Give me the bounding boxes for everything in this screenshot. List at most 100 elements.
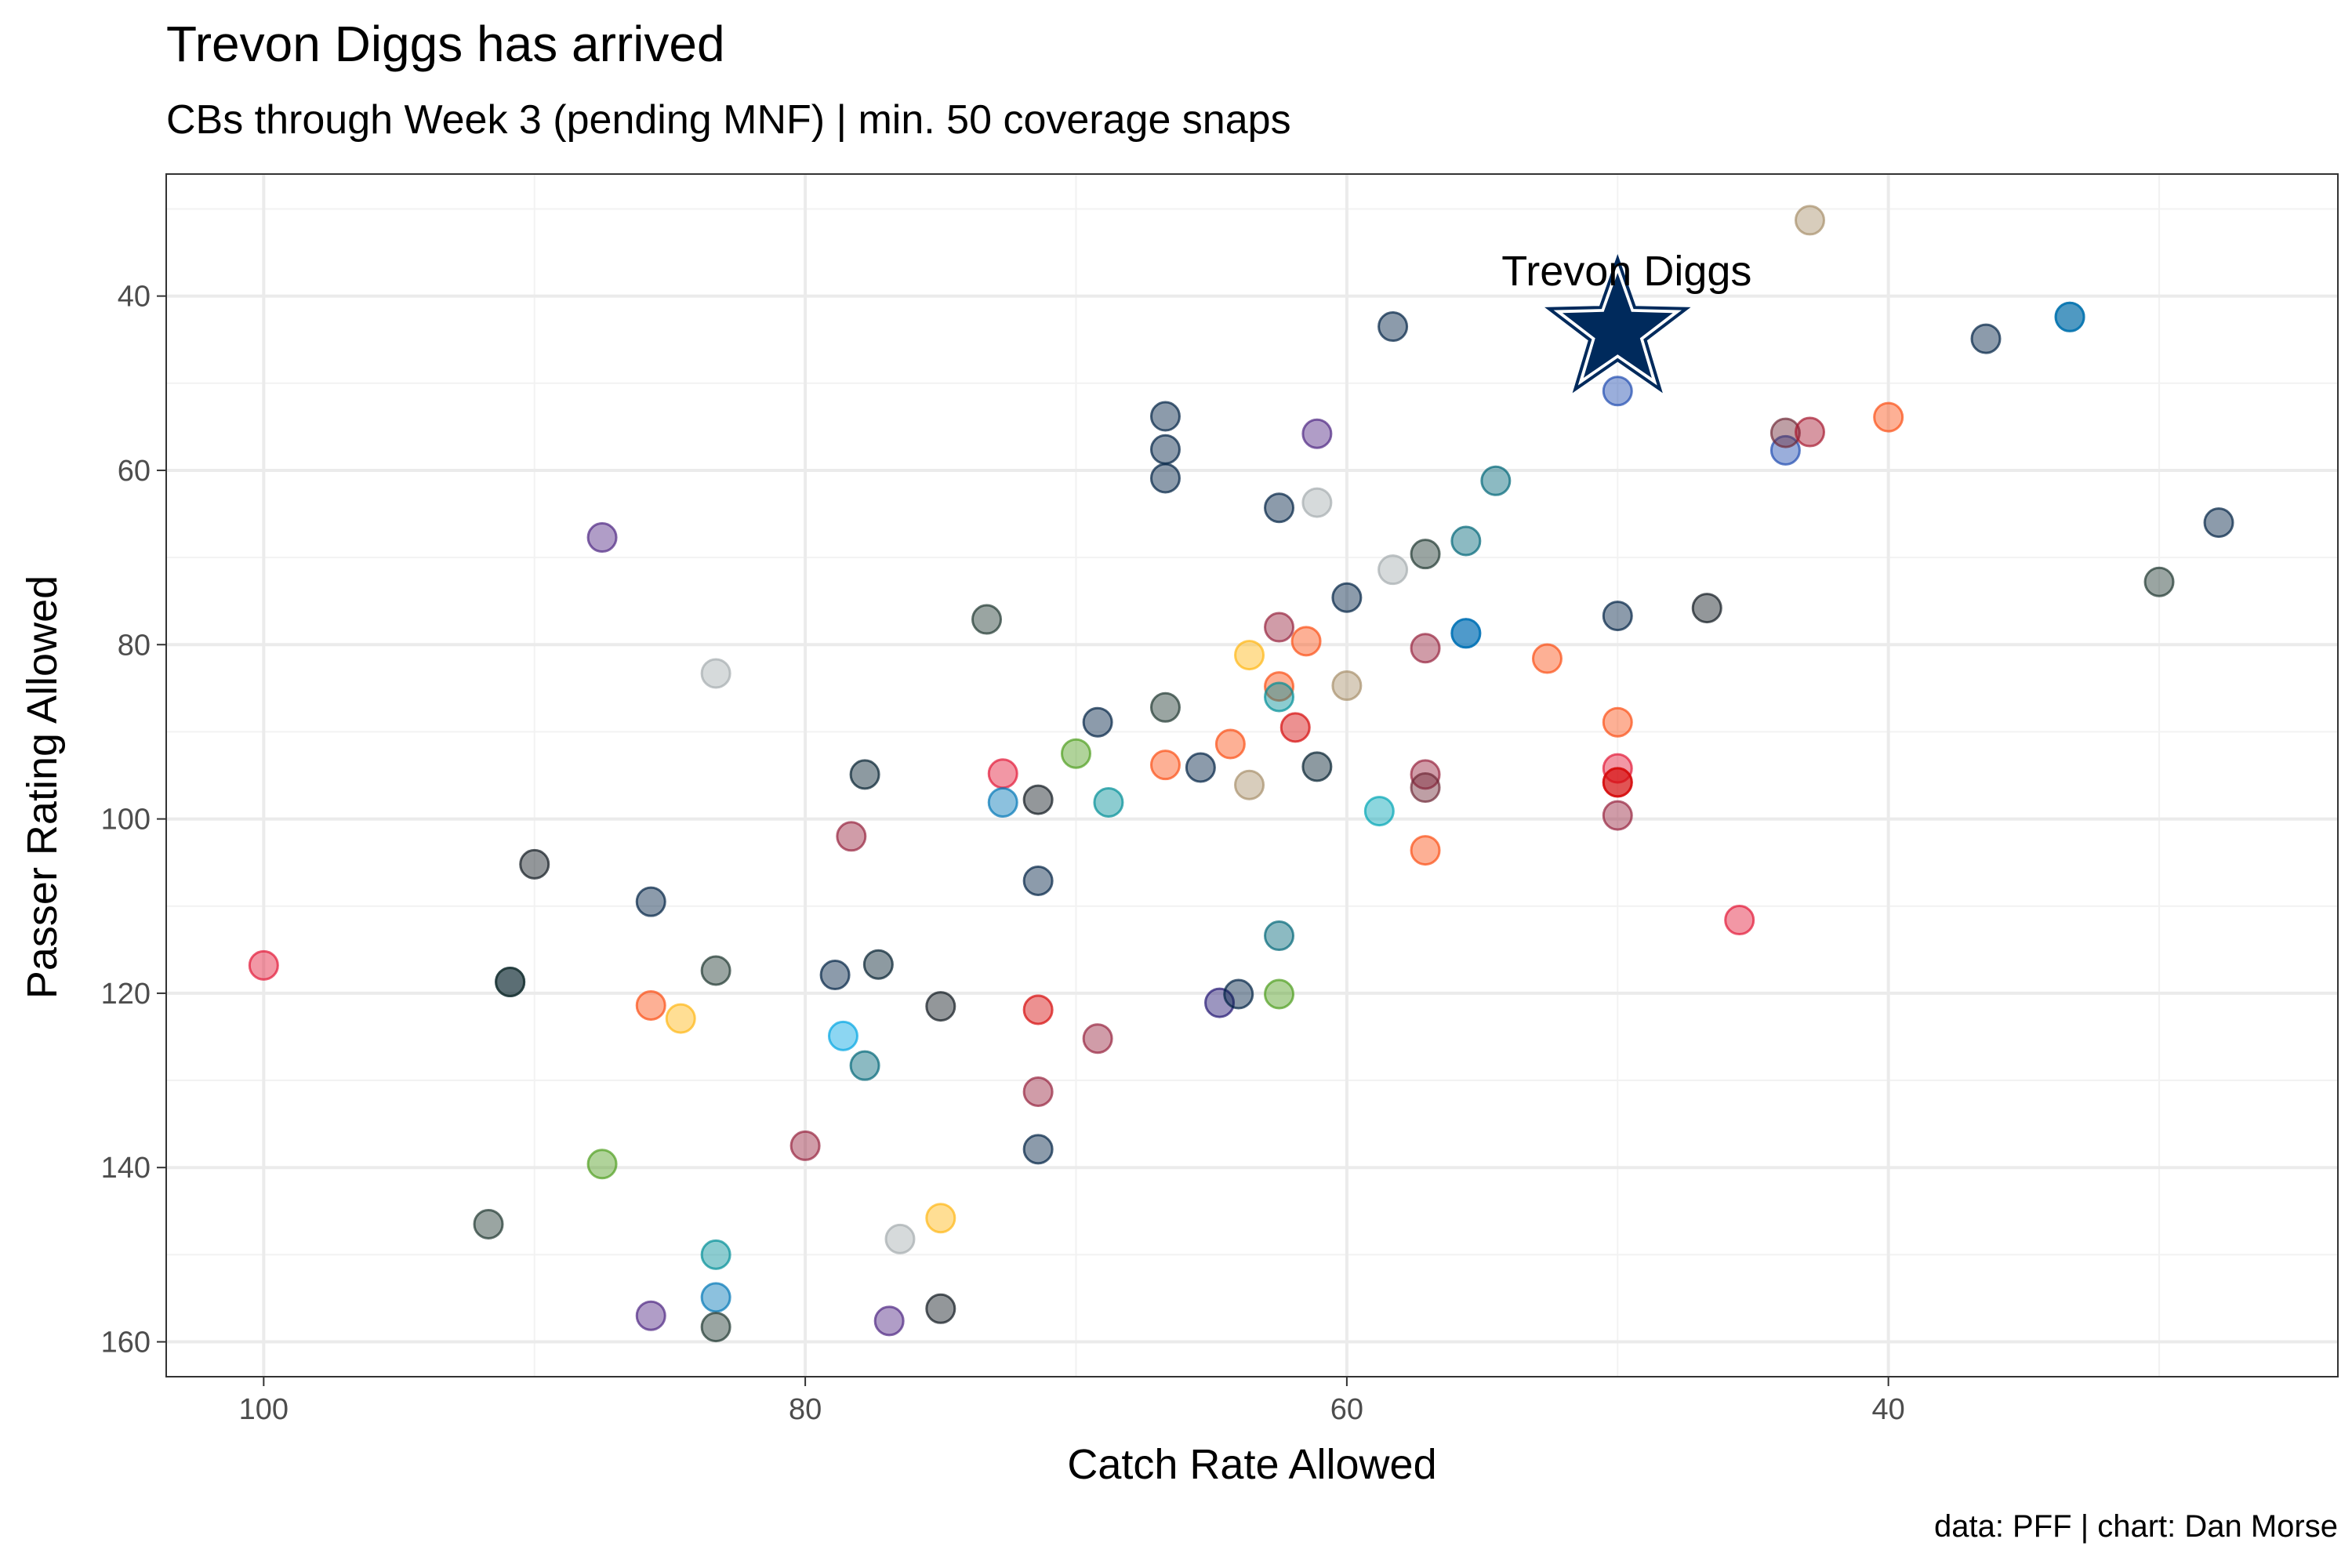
data-point bbox=[1279, 712, 1311, 743]
data-point bbox=[1450, 525, 1482, 557]
data-point bbox=[1149, 750, 1181, 781]
data-point bbox=[1410, 539, 1441, 570]
highlight-star-marker bbox=[1544, 254, 1691, 394]
data-point bbox=[700, 1239, 731, 1270]
data-point bbox=[1769, 417, 1801, 448]
y-tick-label: 60 bbox=[118, 455, 151, 488]
data-point bbox=[925, 991, 956, 1022]
data-point bbox=[1873, 401, 1904, 433]
y-tick-label: 140 bbox=[101, 1152, 151, 1185]
data-point bbox=[1264, 612, 1295, 643]
x-tick-label: 40 bbox=[1872, 1393, 1905, 1426]
data-point bbox=[1022, 1076, 1054, 1108]
data-point bbox=[1363, 796, 1395, 827]
data-point bbox=[473, 1208, 504, 1240]
data-point bbox=[1410, 835, 1441, 866]
y-axis-title: Passer Rating Allowed bbox=[19, 575, 66, 999]
x-tick-label: 100 bbox=[239, 1393, 289, 1426]
data-point bbox=[1602, 601, 1633, 632]
data-point bbox=[1223, 978, 1254, 1010]
data-point bbox=[700, 955, 731, 986]
data-point bbox=[1602, 767, 1633, 798]
y-tick-label: 80 bbox=[118, 629, 151, 662]
data-point bbox=[1060, 738, 1091, 769]
highlight-label: Trevon Diggs bbox=[1501, 248, 1751, 295]
data-point bbox=[1093, 786, 1124, 818]
data-point bbox=[987, 758, 1018, 789]
data-point bbox=[1301, 418, 1333, 449]
data-point bbox=[700, 658, 731, 689]
data-point bbox=[1185, 752, 1216, 783]
data-point bbox=[586, 1149, 618, 1180]
chart-subtitle: CBs through Week 3 (pending MNF) | min. … bbox=[166, 97, 1291, 143]
data-point bbox=[873, 1305, 905, 1337]
data-point bbox=[1290, 626, 1322, 657]
data-point bbox=[1234, 640, 1265, 671]
data-point bbox=[1264, 671, 1295, 702]
data-point bbox=[1602, 800, 1633, 831]
data-point bbox=[1331, 582, 1363, 613]
data-point bbox=[1450, 618, 1482, 649]
data-point bbox=[819, 960, 851, 991]
highlight-star bbox=[1562, 273, 1673, 378]
x-tick-label: 60 bbox=[1330, 1393, 1363, 1426]
data-point bbox=[635, 1300, 666, 1331]
data-point bbox=[586, 522, 618, 554]
data-point bbox=[1970, 323, 2002, 354]
data-point bbox=[635, 886, 666, 917]
data-point bbox=[1149, 401, 1181, 432]
data-point bbox=[827, 1020, 858, 1051]
data-point bbox=[1794, 416, 1825, 448]
data-point bbox=[1377, 554, 1409, 586]
data-point bbox=[700, 1312, 731, 1343]
data-point bbox=[836, 821, 867, 852]
chart-caption: data: PFF | chart: Dan Morse bbox=[1934, 1509, 2338, 1544]
data-point bbox=[1022, 1134, 1054, 1165]
x-axis-title: Catch Rate Allowed bbox=[1067, 1441, 1436, 1488]
data-points bbox=[248, 205, 2234, 1343]
data-point bbox=[2143, 566, 2175, 597]
axis-ticks: 100 80 60 40 40 60 80 100 120 140 160 bbox=[101, 281, 1905, 1426]
data-point bbox=[925, 1203, 956, 1234]
data-point bbox=[1022, 994, 1054, 1025]
data-point bbox=[884, 1223, 916, 1254]
data-point bbox=[519, 848, 550, 880]
y-tick-label: 160 bbox=[101, 1327, 151, 1359]
data-point bbox=[1082, 706, 1113, 738]
data-point bbox=[1149, 434, 1181, 465]
data-point bbox=[1149, 463, 1181, 494]
data-point bbox=[1082, 1023, 1113, 1054]
data-point bbox=[1480, 465, 1512, 496]
data-point bbox=[1264, 920, 1295, 952]
data-point bbox=[2054, 301, 2085, 332]
data-point bbox=[2203, 507, 2234, 539]
data-point bbox=[1410, 772, 1441, 804]
data-point bbox=[1264, 978, 1295, 1010]
data-point bbox=[789, 1130, 821, 1161]
data-point bbox=[1264, 681, 1295, 713]
chart-title: Trevon Diggs has arrived bbox=[166, 16, 725, 72]
data-point bbox=[1602, 706, 1633, 738]
grid-lines bbox=[166, 174, 2338, 1377]
data-point bbox=[635, 989, 666, 1021]
data-point bbox=[665, 1003, 696, 1034]
data-point bbox=[1410, 633, 1441, 664]
data-point bbox=[1794, 205, 1825, 236]
y-tick-label: 100 bbox=[101, 804, 151, 837]
data-point bbox=[1214, 728, 1246, 760]
data-point bbox=[495, 966, 526, 997]
y-tick-label: 120 bbox=[101, 978, 151, 1011]
data-point bbox=[1301, 751, 1333, 782]
data-point bbox=[700, 1282, 731, 1313]
plot-area: 100 80 60 40 40 60 80 100 120 140 160 Trevon Diggs bbox=[101, 173, 2339, 1426]
data-point bbox=[925, 1293, 956, 1324]
data-point bbox=[1022, 784, 1054, 815]
panel-background bbox=[166, 174, 2338, 1377]
data-point bbox=[862, 949, 894, 980]
data-point bbox=[849, 1050, 880, 1081]
y-tick-label: 40 bbox=[118, 281, 151, 314]
panel-border bbox=[165, 173, 2339, 1377]
data-point bbox=[1691, 593, 1722, 624]
data-point bbox=[1264, 492, 1295, 524]
data-point bbox=[1022, 866, 1054, 897]
